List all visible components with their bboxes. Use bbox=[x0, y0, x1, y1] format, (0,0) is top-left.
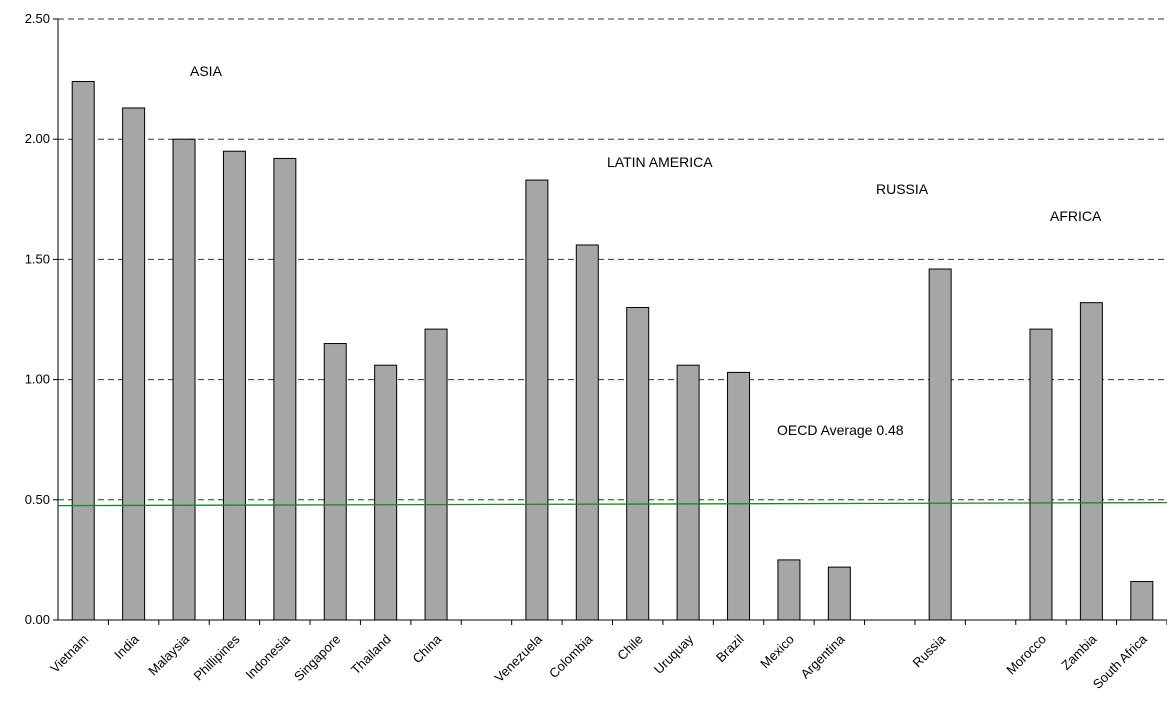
x-tick-label: Vietnam bbox=[47, 632, 91, 676]
x-tick-label: Uruquay bbox=[651, 631, 697, 677]
bar-morocco bbox=[1029, 328, 1053, 621]
oecd-average-line-path bbox=[57, 501, 1167, 507]
x-tick-label: Mexico bbox=[757, 632, 797, 672]
bar-chile bbox=[626, 306, 650, 621]
x-tick-label: Venezuela bbox=[491, 631, 545, 685]
annotation-latin-america: LATIN AMERICA bbox=[607, 154, 713, 170]
bar-argentina bbox=[827, 566, 851, 621]
bar-thailand bbox=[374, 364, 398, 621]
x-tick-label: Indonesia bbox=[242, 631, 293, 682]
x-tick-label: Malaysia bbox=[145, 631, 192, 678]
y-axis: 0.00 0.50 1.00 1.50 2.00 2.50 bbox=[25, 11, 59, 627]
bar-singapore bbox=[323, 343, 347, 621]
bar-south-africa bbox=[1130, 581, 1154, 621]
x-tick-label: Singapore bbox=[291, 632, 344, 685]
x-tick-label: Thailand bbox=[348, 632, 394, 678]
bar-venezuela bbox=[525, 179, 549, 621]
x-tick-label: Brazil bbox=[713, 631, 747, 665]
x-tick-label: Argentina bbox=[798, 631, 849, 682]
bar-phillipines bbox=[222, 150, 246, 621]
y-tick-label: 1.00 bbox=[25, 372, 50, 387]
y-tick-label: 2.00 bbox=[25, 131, 50, 146]
annotation-russia: RUSSIA bbox=[876, 181, 929, 197]
annotation-africa: AFRICA bbox=[1050, 208, 1102, 224]
y-tick-label: 0.00 bbox=[25, 612, 50, 627]
y-tick-label: 0.50 bbox=[25, 492, 50, 507]
x-tick-label: Colombia bbox=[546, 631, 596, 681]
x-tick-label: Morocco bbox=[1003, 632, 1049, 678]
bar-vietnam bbox=[71, 81, 95, 621]
x-tick-label: Phillipines bbox=[191, 631, 243, 683]
oecd-average-line bbox=[57, 501, 1167, 507]
x-tick-label: Chile bbox=[614, 632, 646, 664]
y-tick-label: 1.50 bbox=[25, 251, 50, 266]
bar-china bbox=[424, 328, 448, 621]
x-tick-label: Zambia bbox=[1058, 631, 1100, 673]
x-tick-label: South Africa bbox=[1090, 631, 1151, 692]
y-tick-label: 2.50 bbox=[25, 11, 50, 26]
bar-russia bbox=[928, 268, 952, 621]
bar-india bbox=[122, 107, 146, 621]
bar-colombia bbox=[575, 244, 599, 621]
bars bbox=[71, 81, 1154, 621]
bar-zambia bbox=[1079, 302, 1103, 621]
bar-malaysia bbox=[172, 138, 196, 621]
bar-brazil bbox=[727, 371, 751, 621]
annotation-asia: ASIA bbox=[190, 63, 223, 79]
bar-mexico bbox=[777, 559, 801, 621]
annotation-oecd-average: OECD Average 0.48 bbox=[777, 422, 904, 438]
x-tick-label: China bbox=[410, 631, 445, 666]
bar-uruquay bbox=[676, 364, 700, 621]
x-tick-label: Russia bbox=[910, 631, 949, 670]
bar-indonesia bbox=[273, 157, 297, 621]
region-annotations: ASIA LATIN AMERICA RUSSIA AFRICA OECD Av… bbox=[190, 63, 1102, 438]
x-tick-label: India bbox=[111, 631, 142, 662]
